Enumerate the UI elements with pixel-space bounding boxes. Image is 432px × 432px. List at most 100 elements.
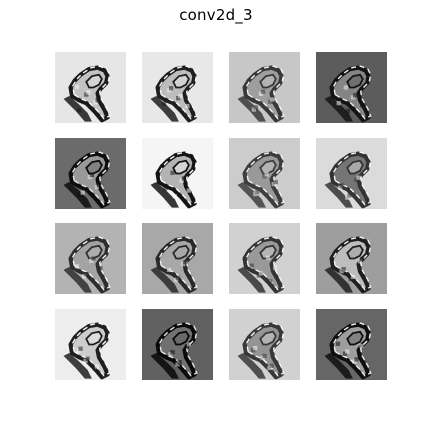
feature-map-image-13 [55, 308, 126, 380]
pixel-block [89, 258, 94, 263]
pixel-block [96, 182, 102, 187]
pixel-block [95, 98, 100, 103]
pixel-block [166, 267, 172, 273]
pixel-block [341, 267, 346, 272]
feature-map-image-6 [142, 137, 213, 209]
feature-map-6 [142, 137, 213, 209]
pixel-block [83, 358, 88, 363]
feature-map-image-8 [316, 137, 387, 209]
feature-map-10 [142, 223, 213, 295]
edge-highlight [72, 151, 111, 206]
pixel-block [352, 93, 358, 98]
stem-shadow [237, 267, 266, 293]
pixel-block [354, 357, 359, 362]
stem-shadow [150, 352, 179, 379]
pixel-block [348, 277, 353, 282]
feature-map-image-10 [142, 223, 213, 295]
pixel-block [264, 171, 269, 176]
feature-map-image-1 [55, 52, 126, 123]
pixel-block [84, 92, 89, 97]
pixel-block [350, 95, 356, 100]
pixel-block [356, 175, 361, 180]
feature-map-image-14 [142, 308, 213, 380]
pixel-block [177, 359, 182, 365]
pixel-block [78, 192, 83, 197]
feature-map-7 [229, 137, 300, 209]
pixel-block [359, 343, 364, 348]
stem-shadow [237, 352, 266, 379]
stem-shadow [324, 352, 353, 379]
pixel-block [179, 178, 184, 183]
pixel-block [186, 188, 191, 193]
feature-map-15 [229, 308, 300, 380]
feature-map-image-11 [229, 223, 300, 295]
feature-map-2 [142, 52, 213, 123]
inner-region [172, 330, 190, 346]
pixel-block [92, 366, 97, 371]
pixel-block [183, 260, 188, 265]
pixel-block [265, 255, 271, 261]
pixel-block [170, 170, 175, 175]
pixel-block [253, 345, 258, 350]
edge-highlight [333, 322, 372, 377]
pixel-block [168, 352, 173, 357]
pixel-block [345, 195, 350, 200]
inner-region [259, 330, 277, 346]
inner-region [259, 159, 277, 174]
pixel-block [251, 107, 256, 112]
feature-map-grid [55, 52, 388, 380]
pixel-block [350, 275, 356, 280]
pixel-block [161, 101, 167, 106]
pixel-block [163, 185, 168, 191]
pixel-block [270, 97, 275, 102]
pixel-block [340, 183, 345, 188]
stem-shadow [324, 96, 353, 122]
pixel-block [185, 103, 190, 109]
pixel-block [93, 100, 98, 105]
inner-region [346, 73, 364, 89]
pixel-block [268, 99, 273, 104]
feature-map-3 [229, 52, 300, 123]
pixel-block [343, 85, 348, 90]
pixel-block [80, 190, 85, 195]
pixel-block [262, 353, 267, 358]
stem-shadow [63, 267, 92, 293]
pixel-block [360, 257, 365, 262]
pixel-block [164, 270, 169, 275]
feature-map-4 [316, 52, 387, 123]
pixel-block [84, 272, 89, 277]
inner-region [172, 244, 190, 260]
stem-shadow [150, 181, 179, 208]
feature-map-image-2 [142, 52, 213, 123]
edge-highlight [159, 151, 198, 206]
inner-region [259, 73, 277, 89]
edge-highlight [159, 65, 198, 120]
pixel-block [181, 262, 186, 267]
pixel-block [85, 356, 90, 361]
feature-map-image-9 [55, 223, 126, 295]
inner-region [85, 73, 103, 89]
feature-map-16 [316, 308, 387, 380]
edge-highlight [333, 151, 372, 206]
edge-highlight [72, 65, 111, 120]
pixel-block [168, 86, 174, 91]
inner-region [172, 159, 190, 174]
pixel-block [268, 279, 273, 284]
feature-map-image-15 [229, 308, 300, 380]
feature-map-11 [229, 223, 300, 295]
pixel-block [271, 181, 276, 186]
pixel-block [74, 84, 80, 89]
feature-map-image-7 [229, 137, 300, 209]
pixel-block [342, 351, 348, 356]
pixel-block [338, 185, 343, 190]
pixel-block [76, 348, 81, 353]
pixel-block [258, 271, 264, 276]
pixel-block [360, 103, 365, 108]
pixel-block [176, 96, 181, 101]
feature-map-image-16 [316, 308, 387, 380]
edge-highlight [246, 65, 285, 120]
pixel-block [176, 275, 181, 280]
pixel-block [273, 265, 278, 271]
stem-shadow [324, 267, 353, 293]
pixel-block [260, 355, 265, 360]
